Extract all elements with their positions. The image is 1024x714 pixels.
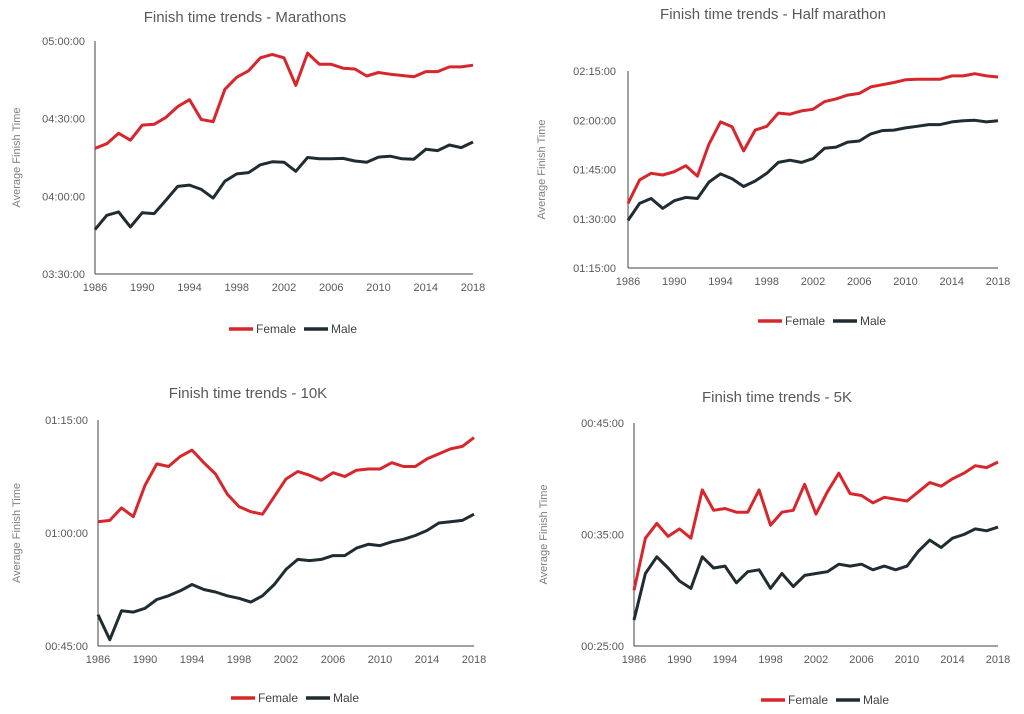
chart-title: Finish time trends - 10K xyxy=(169,385,327,402)
x-tick-label: 2018 xyxy=(461,282,485,294)
x-tick-label: 1994 xyxy=(708,276,732,288)
x-tick-label: 2018 xyxy=(986,276,1010,288)
x-tick-label: 1998 xyxy=(225,282,249,294)
legend-label-male: Male xyxy=(333,691,359,705)
legend: Female Male xyxy=(758,314,886,328)
legend-label-male: Male xyxy=(863,693,889,707)
y-tick-label: 05:00:00 xyxy=(42,36,85,48)
series-line-female xyxy=(97,436,475,524)
y-tick-label: 01:00:00 xyxy=(45,528,88,540)
series-line-male xyxy=(93,140,474,231)
x-tick-label: 2014 xyxy=(940,276,964,288)
legend: Female Male xyxy=(229,322,357,336)
legend-label-female: Female xyxy=(258,691,298,705)
chart-title: Finish time trends - 5K xyxy=(702,389,852,406)
legend: Female Male xyxy=(761,693,889,707)
chart-1: Finish time trends - Marathons 03:30:00 04… xyxy=(11,9,485,336)
legend: Female Male xyxy=(231,691,359,705)
x-tick-label: 2018 xyxy=(986,654,1010,666)
chart-title: Finish time trends - Marathons xyxy=(144,9,347,26)
x-tick-label: 2002 xyxy=(274,654,298,666)
x-tick-label: 1994 xyxy=(713,654,737,666)
series-line-female xyxy=(632,460,999,591)
x-tick-label: 1990 xyxy=(133,654,157,666)
y-tick-label: 01:15:00 xyxy=(45,415,88,427)
x-tick-label: 2002 xyxy=(804,654,828,666)
y-tick-label: 00:35:00 xyxy=(581,530,624,542)
y-tick-label: 00:45:00 xyxy=(45,641,88,653)
x-tick-label: 1998 xyxy=(755,276,779,288)
x-tick-label: 1998 xyxy=(758,654,782,666)
y-tick-label: 00:45:00 xyxy=(581,418,624,430)
chart-title: Finish time trends - Half marathon xyxy=(660,6,886,23)
x-tick-label: 2014 xyxy=(940,654,964,666)
series-line-female xyxy=(94,51,474,150)
x-tick-label: 2006 xyxy=(319,282,343,294)
x-tick-label: 1990 xyxy=(667,654,691,666)
x-tick-label: 2018 xyxy=(462,654,486,666)
series-line-male xyxy=(632,525,999,621)
y-axis-label: Average Finish Time xyxy=(11,483,23,583)
x-tick-label: 2002 xyxy=(272,282,296,294)
chart-2: Finish time trends - Half marathon 01:15:… xyxy=(536,6,1010,328)
y-tick-label: 04:00:00 xyxy=(42,191,85,203)
y-tick-label: 03:30:00 xyxy=(42,269,85,281)
x-tick-label: 2010 xyxy=(368,654,392,666)
x-tick-label: 2002 xyxy=(801,276,825,288)
x-tick-label: 2006 xyxy=(321,654,345,666)
x-tick-label: 1998 xyxy=(227,654,251,666)
chart-4: Finish time trends - 5K 00:25:00 00:35:00 0… xyxy=(538,389,1010,707)
x-tick-label: 1986 xyxy=(83,282,107,294)
x-tick-label: 2014 xyxy=(415,654,439,666)
x-tick-label: 2006 xyxy=(847,276,871,288)
y-axis-label: Average Finish Time xyxy=(538,484,550,584)
legend-label-male: Male xyxy=(331,322,357,336)
legend-label-female: Female xyxy=(256,322,296,336)
x-tick-label: 2010 xyxy=(893,276,917,288)
series-line-male xyxy=(626,118,999,222)
y-tick-label: 01:45:00 xyxy=(573,165,616,177)
series-line-female xyxy=(626,72,999,205)
x-tick-label: 1994 xyxy=(180,654,204,666)
x-tick-label: 2006 xyxy=(849,654,873,666)
y-tick-label: 01:15:00 xyxy=(573,263,616,275)
x-tick-label: 2010 xyxy=(895,654,919,666)
x-tick-label: 1986 xyxy=(86,654,110,666)
x-tick-label: 1986 xyxy=(622,654,646,666)
chart-3: Finish time trends - 10K 00:45:00 01:00:00… xyxy=(11,385,486,705)
x-tick-label: 1990 xyxy=(130,282,154,294)
y-tick-label: 01:30:00 xyxy=(573,214,616,226)
y-axis-label: Average Finish Time xyxy=(11,107,23,207)
y-tick-label: 00:25:00 xyxy=(581,641,624,653)
x-tick-label: 1990 xyxy=(662,276,686,288)
y-tick-label: 04:30:00 xyxy=(42,114,85,126)
legend-label-female: Female xyxy=(785,314,825,328)
series-line-male xyxy=(96,512,475,642)
legend-label-female: Female xyxy=(788,693,828,707)
y-axis-label: Average Finish Time xyxy=(536,119,548,219)
y-tick-label: 02:15:00 xyxy=(573,66,616,78)
x-tick-label: 1986 xyxy=(616,276,640,288)
legend-label-male: Male xyxy=(860,314,886,328)
y-tick-label: 02:00:00 xyxy=(573,115,616,127)
x-tick-label: 2010 xyxy=(366,282,390,294)
x-tick-label: 2014 xyxy=(414,282,438,294)
x-tick-label: 1994 xyxy=(177,282,201,294)
